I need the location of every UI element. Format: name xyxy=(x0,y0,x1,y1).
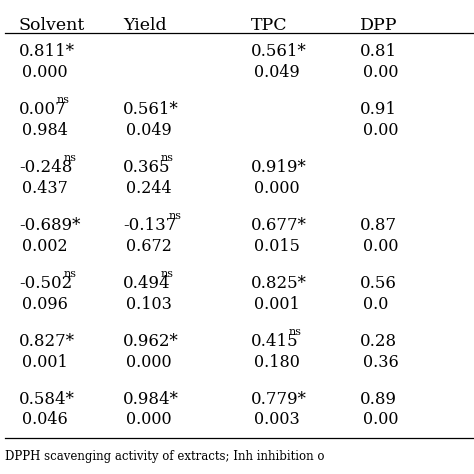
Text: 0.001: 0.001 xyxy=(22,354,68,371)
Text: 0.91: 0.91 xyxy=(360,101,397,118)
Text: 0.677*: 0.677* xyxy=(251,217,307,234)
Text: ns: ns xyxy=(56,95,70,105)
Text: ns: ns xyxy=(64,269,77,279)
Text: 0.81: 0.81 xyxy=(360,43,397,60)
Text: 0.0: 0.0 xyxy=(363,296,389,313)
Text: 0.096: 0.096 xyxy=(22,296,68,313)
Text: 0.36: 0.36 xyxy=(363,354,399,371)
Text: 0.00: 0.00 xyxy=(363,64,399,81)
Text: 0.779*: 0.779* xyxy=(251,391,307,408)
Text: -0.137: -0.137 xyxy=(123,217,177,234)
Text: 0.825*: 0.825* xyxy=(251,275,307,292)
Text: 0.049: 0.049 xyxy=(254,64,300,81)
Text: -0.248: -0.248 xyxy=(19,159,73,176)
Text: 0.000: 0.000 xyxy=(22,64,67,81)
Text: ns: ns xyxy=(161,153,174,163)
Text: 0.046: 0.046 xyxy=(22,411,68,428)
Text: 0.002: 0.002 xyxy=(22,238,67,255)
Text: 0.00: 0.00 xyxy=(363,238,399,255)
Text: -0.689*: -0.689* xyxy=(19,217,80,234)
Text: ns: ns xyxy=(64,153,77,163)
Text: Solvent: Solvent xyxy=(19,17,85,34)
Text: 0.584*: 0.584* xyxy=(19,391,75,408)
Text: 0.00: 0.00 xyxy=(363,411,399,428)
Text: 0.00: 0.00 xyxy=(363,122,399,139)
Text: 0.494: 0.494 xyxy=(123,275,171,292)
Text: 0.811*: 0.811* xyxy=(19,43,75,60)
Text: 0.561*: 0.561* xyxy=(251,43,307,60)
Text: 0.561*: 0.561* xyxy=(123,101,179,118)
Text: 0.28: 0.28 xyxy=(360,333,397,350)
Text: 0.962*: 0.962* xyxy=(123,333,179,350)
Text: 0.015: 0.015 xyxy=(254,238,300,255)
Text: Yield: Yield xyxy=(123,17,167,34)
Text: 0.007: 0.007 xyxy=(19,101,67,118)
Text: 0.003: 0.003 xyxy=(254,411,300,428)
Text: 0.827*: 0.827* xyxy=(19,333,75,350)
Text: ns: ns xyxy=(168,211,181,221)
Text: TPC: TPC xyxy=(251,17,288,34)
Text: DPP: DPP xyxy=(360,17,398,34)
Text: 0.001: 0.001 xyxy=(254,296,300,313)
Text: 0.244: 0.244 xyxy=(126,180,172,197)
Text: -0.502: -0.502 xyxy=(19,275,72,292)
Text: 0.180: 0.180 xyxy=(254,354,300,371)
Text: 0.365: 0.365 xyxy=(123,159,171,176)
Text: 0.000: 0.000 xyxy=(254,180,300,197)
Text: ns: ns xyxy=(289,327,302,337)
Text: 0.415: 0.415 xyxy=(251,333,299,350)
Text: 0.984: 0.984 xyxy=(22,122,68,139)
Text: 0.103: 0.103 xyxy=(126,296,172,313)
Text: 0.000: 0.000 xyxy=(126,354,172,371)
Text: 0.672: 0.672 xyxy=(126,238,172,255)
Text: 0.437: 0.437 xyxy=(22,180,68,197)
Text: 0.000: 0.000 xyxy=(126,411,172,428)
Text: DPPH scavenging activity of extracts; Inh inhibition o: DPPH scavenging activity of extracts; In… xyxy=(5,450,324,463)
Text: 0.919*: 0.919* xyxy=(251,159,307,176)
Text: 0.56: 0.56 xyxy=(360,275,397,292)
Text: 0.87: 0.87 xyxy=(360,217,397,234)
Text: 0.049: 0.049 xyxy=(126,122,172,139)
Text: ns: ns xyxy=(161,269,174,279)
Text: 0.984*: 0.984* xyxy=(123,391,179,408)
Text: 0.89: 0.89 xyxy=(360,391,397,408)
